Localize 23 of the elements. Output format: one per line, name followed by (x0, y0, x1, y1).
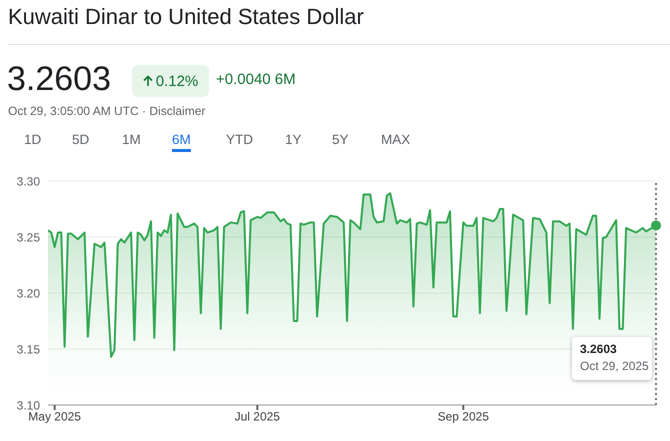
text: 1M (122, 132, 141, 149)
text: 1D (24, 132, 42, 149)
text: 5Y (332, 132, 349, 149)
text: 6M (172, 132, 191, 152)
x-tick-label: Sep 2025 (438, 410, 490, 424)
y-tick-label: 3.10 (16, 398, 40, 412)
annotation: 3.2603 (580, 341, 618, 358)
y-tick-label: 3.25 (16, 230, 40, 244)
text: 0.12% (156, 72, 198, 90)
text: 3.2603 (7, 60, 111, 99)
x-tick-label: Jul 2025 (234, 410, 280, 424)
y-tick-label: 3.15 (16, 342, 40, 356)
x-tick-label: May 2025 (28, 410, 82, 424)
text: Oct 29, 3:05:00 AM UTC · Disclaimer (8, 104, 206, 118)
text: 5D (72, 132, 90, 149)
text: MAX (381, 132, 410, 149)
text: YTD (226, 132, 253, 149)
annotation: Oct 29, 2025 (580, 358, 650, 376)
text: 1Y (285, 132, 302, 149)
chart-title: Kuwaiti Dinar to United States Dollar (8, 4, 364, 30)
y-tick-label: 3.30 (16, 174, 40, 188)
y-tick-label: 3.20 (16, 286, 40, 300)
text: +0.0040 6M (216, 71, 296, 88)
